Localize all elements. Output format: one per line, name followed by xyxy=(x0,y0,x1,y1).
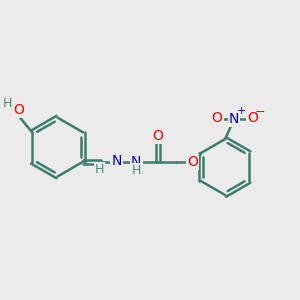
Text: O: O xyxy=(152,129,163,143)
Text: O: O xyxy=(212,111,223,125)
Text: O: O xyxy=(14,103,24,117)
Text: −: − xyxy=(255,106,266,118)
Text: H: H xyxy=(3,97,12,110)
Text: +: + xyxy=(237,106,247,116)
Text: N: N xyxy=(229,112,239,125)
Text: H: H xyxy=(95,164,104,176)
Text: N: N xyxy=(131,155,141,169)
Text: O: O xyxy=(187,155,198,169)
Text: O: O xyxy=(247,111,258,125)
Text: H: H xyxy=(132,164,141,177)
Text: N: N xyxy=(111,154,122,168)
